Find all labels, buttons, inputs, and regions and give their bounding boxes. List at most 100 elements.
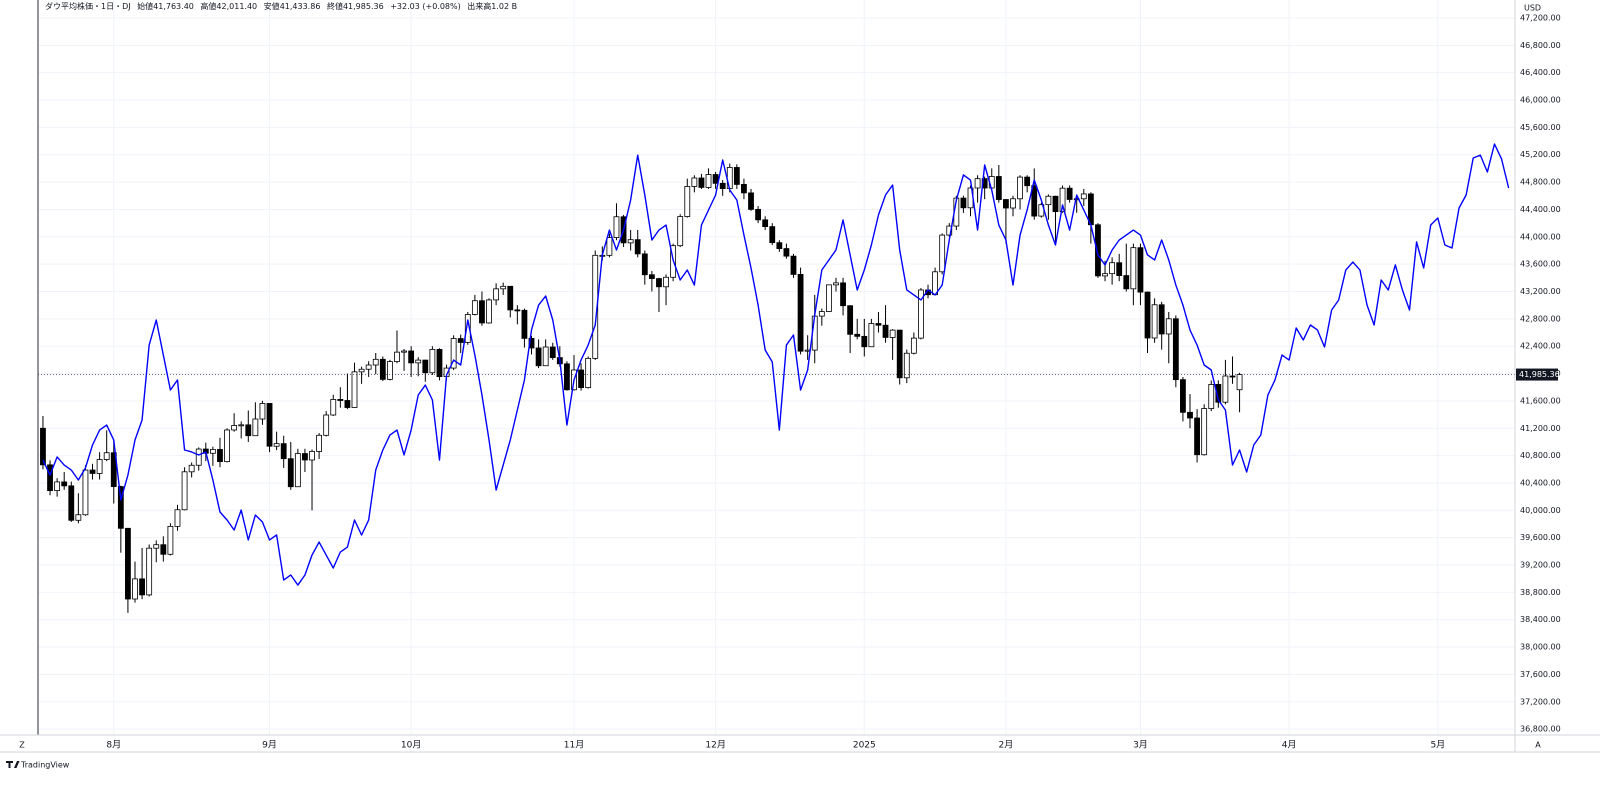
candle-body (719, 182, 726, 189)
candle-body (316, 434, 322, 452)
candle-body (479, 300, 485, 324)
last-price-label: 41,985.36 (1519, 370, 1560, 379)
ohlc-header: ダウ平均株価・1日・DJ 始値41,763.40 高値42,011.40 安値4… (45, 1, 517, 11)
candle-body (825, 284, 832, 312)
candle-body (1208, 384, 1215, 409)
x-tick-label: 9月 (262, 740, 277, 751)
candle-body (188, 464, 195, 473)
candle-body (896, 329, 903, 379)
candle-body (344, 400, 351, 408)
candle-body (337, 398, 344, 401)
candle-body (1109, 262, 1116, 275)
candle-body (252, 418, 259, 437)
candle-body (840, 282, 846, 307)
candle-body (1017, 176, 1023, 200)
candle-body (1236, 374, 1243, 391)
candle-body (663, 276, 669, 288)
candle-body (776, 242, 783, 249)
x-tick-label: 8月 (106, 740, 121, 751)
candle-body (358, 368, 365, 373)
plot-area (38, 143, 1515, 613)
candle-body (351, 371, 358, 408)
candle-body (1116, 262, 1123, 276)
x-tick-label: 11月 (564, 740, 584, 751)
candle-body (549, 346, 556, 359)
volume-label: 出来高 (467, 1, 491, 11)
candle-body (542, 346, 549, 367)
candle-body (365, 364, 372, 370)
candle-body (1201, 408, 1208, 456)
change: +32.03 (+0.08%) (390, 2, 461, 11)
y-tick-label: 38,000.00 (1520, 643, 1561, 652)
candle-body (103, 452, 110, 460)
candle-body (1151, 304, 1158, 339)
last-price-box (1516, 368, 1558, 381)
candle-body (691, 177, 698, 187)
candle-body (302, 453, 308, 461)
candle-body (995, 176, 1002, 200)
candle-body (493, 288, 500, 301)
candle-body (429, 349, 436, 374)
candle-body (783, 248, 790, 257)
ohlc-value: 41,763.40 (153, 2, 194, 11)
y-tick-label: 40,400.00 (1520, 478, 1561, 487)
candle-body (705, 174, 712, 188)
candle-body (868, 323, 875, 348)
candle-body (330, 398, 337, 416)
candle-body (1045, 195, 1052, 206)
candle-body (684, 186, 691, 217)
candle-body (259, 403, 266, 420)
candle-body (755, 208, 761, 221)
axis-button-label[interactable]: A (1535, 741, 1541, 750)
candle-body (854, 333, 861, 337)
y-tick-label: 41,200.00 (1520, 424, 1561, 433)
y-tick-label: 42,400.00 (1520, 342, 1561, 351)
candle-body (110, 452, 117, 487)
axis-button-label[interactable]: Z (19, 741, 25, 750)
candle-body (486, 299, 492, 324)
y-tick-label: 39,600.00 (1520, 533, 1561, 542)
brand-name[interactable]: TradingView (20, 761, 70, 770)
ohlc-label: 高値 (200, 1, 216, 11)
x-tick-label: 5月 (1430, 740, 1445, 751)
candle-body (932, 271, 939, 296)
candle-body (918, 289, 924, 339)
candle-body (387, 361, 393, 380)
candle-body (762, 219, 769, 228)
candle-body (1031, 185, 1038, 217)
candle-body (422, 359, 429, 374)
candle-body (578, 369, 584, 389)
candle-body (372, 358, 379, 366)
candle-body (1102, 273, 1108, 277)
candle-body (627, 239, 634, 244)
candle-body (641, 253, 648, 276)
candle-body (231, 425, 238, 431)
axis-button[interactable] (8, 738, 36, 751)
ohlc-label: 終値 (327, 1, 343, 11)
candle-body (132, 578, 138, 600)
currency-label: USD (1524, 4, 1541, 13)
x-tick-label: 3月 (1133, 740, 1148, 751)
candle-body (521, 309, 528, 339)
brand-icon[interactable] (6, 761, 20, 768)
brand-logo[interactable]: TradingView (6, 761, 70, 770)
candle-body (847, 305, 854, 335)
ohlc-value: 41,985.36 (343, 2, 384, 11)
candle-body (648, 274, 655, 279)
candle-body (139, 578, 145, 596)
candle-body (818, 311, 825, 317)
candle-body (1180, 379, 1186, 413)
y-tick-label: 44,800.00 (1520, 178, 1561, 187)
y-tick-label: 45,200.00 (1520, 150, 1561, 159)
candle-body (146, 547, 153, 596)
candle-body (287, 458, 294, 488)
candle-body (1144, 291, 1151, 339)
candle-body (939, 234, 946, 273)
candle-body (379, 358, 386, 380)
candle-body (1010, 198, 1016, 209)
candle-body (153, 544, 160, 549)
y-tick-label: 46,400.00 (1520, 68, 1561, 77)
candle-body (613, 216, 620, 238)
y-tick-label: 40,800.00 (1520, 451, 1561, 460)
